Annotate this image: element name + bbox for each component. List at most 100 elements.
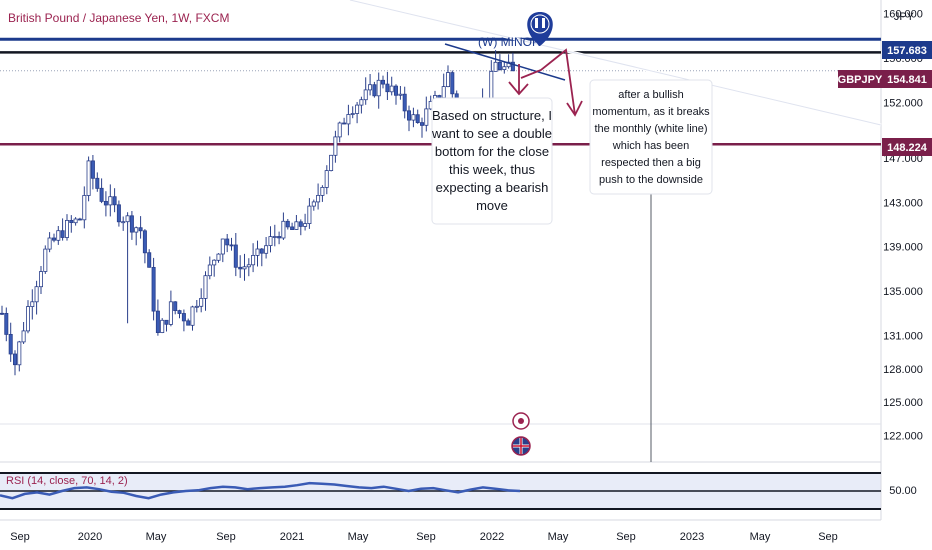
time-tick-label: 2022	[480, 531, 504, 543]
candle-body	[281, 220, 286, 239]
candle-body	[285, 220, 290, 228]
candle-body	[160, 319, 165, 333]
candle-body	[411, 114, 416, 121]
candle-body	[307, 205, 312, 225]
note-right-line: respected then a big	[601, 157, 701, 169]
pattern-label: (W) MINOR	[478, 35, 541, 49]
time-tick-label: 2023	[680, 531, 704, 543]
candle-body	[86, 160, 91, 196]
candle-body	[367, 84, 372, 91]
pattern-line[interactable]	[444, 43, 566, 81]
candle-body	[129, 215, 134, 233]
candle-body	[190, 306, 195, 326]
maroon-level-price: 148.224	[887, 142, 928, 154]
time-axis-ticks: Sep 2020 May Sep 2021 May Sep 2022 May Sep 2023 May…	[10, 531, 838, 543]
candle-body	[363, 89, 368, 101]
time-tick-label: Sep	[818, 531, 838, 543]
candle-body	[246, 264, 251, 268]
blue-level-price: 157.683	[887, 45, 927, 57]
time-tick-label: Sep	[216, 531, 236, 543]
candle-body	[424, 108, 429, 126]
projected-path[interactable]	[520, 48, 576, 116]
rsi-label[interactable]: RSI (14, close, 70, 14, 2)	[6, 475, 128, 487]
candle-body	[406, 110, 411, 121]
time-tick-label: Sep	[10, 531, 30, 543]
candle-body	[290, 226, 295, 230]
candle-body	[225, 238, 230, 246]
map-pin-icon[interactable]	[527, 12, 553, 46]
note-left-line: this week, thus	[449, 162, 535, 177]
symbol-label: GBPJPY	[838, 74, 883, 86]
candle-body	[142, 230, 147, 254]
candle-body	[220, 238, 225, 255]
candle-body	[324, 170, 329, 188]
candle-body	[82, 195, 87, 221]
candle-body	[355, 104, 360, 114]
time-tick-label: May	[750, 531, 771, 543]
candle-body	[502, 66, 507, 70]
candle-body	[359, 99, 364, 106]
candle-body	[316, 194, 321, 203]
price-tick-label: 152.000	[883, 97, 923, 109]
candle-body	[389, 85, 394, 93]
uk-flag-icon[interactable]	[511, 436, 531, 456]
chart-title[interactable]: British Pound / Japanese Yen, 1W, FXCM	[8, 11, 229, 25]
candle-body	[34, 286, 39, 303]
candle-body	[177, 310, 182, 314]
candle-body	[233, 244, 238, 268]
candle-body	[298, 221, 303, 227]
note-left-line: move	[476, 198, 508, 213]
candle-body	[0, 312, 5, 315]
candle-body	[4, 312, 9, 335]
price-tick-label: 125.000	[883, 397, 923, 409]
candle-body	[199, 297, 204, 307]
candle-body	[242, 266, 247, 270]
candle-body	[203, 275, 208, 299]
price-tick-label: 139.000	[883, 242, 923, 254]
candle-body	[8, 333, 13, 355]
price-tick-label: 160.000	[883, 9, 923, 21]
candle-body	[437, 95, 442, 99]
candle-body	[385, 83, 390, 93]
price-tick-label: 131.000	[883, 330, 923, 342]
note-left-line: bottom for the close	[435, 144, 549, 159]
price-tick-label: 135.000	[883, 286, 923, 298]
price-tick-label: 122.000	[883, 430, 923, 442]
note-left[interactable]: Based on structure, I want to see a doub…	[431, 97, 553, 225]
candle-body	[65, 219, 70, 238]
candle-body	[134, 227, 139, 233]
candle-body	[259, 248, 264, 254]
candle-body	[419, 122, 424, 126]
candle-body	[303, 223, 308, 227]
blue-level-tag: 157.683	[882, 41, 932, 59]
candle-body	[380, 79, 385, 85]
price-axis-ticks: 160.000156.000152.000147.000143.000139.0…	[883, 9, 923, 443]
candle-body	[320, 186, 325, 196]
note-right-line: after a bullish	[618, 89, 683, 101]
candle-body	[333, 136, 338, 156]
candle-body	[415, 114, 420, 123]
candle-body	[99, 187, 104, 202]
note-left-line: Based on structure, I	[432, 108, 552, 123]
candle-body	[30, 301, 35, 307]
monthly-trend-line-edge	[349, 0, 882, 126]
rsi-level-label: 50.00	[889, 485, 917, 497]
candle-body	[21, 330, 26, 343]
candle-body	[212, 259, 217, 266]
candle-body	[25, 306, 30, 332]
time-tick-label: Sep	[416, 531, 436, 543]
note-right[interactable]: after a bullish momentum, as it breaks t…	[589, 79, 713, 195]
candle-body	[125, 215, 130, 223]
price-tick-label: 143.000	[883, 197, 923, 209]
candle-body	[103, 200, 108, 206]
time-tick-label: 2020	[78, 531, 102, 543]
event-marker-icon[interactable]	[512, 412, 530, 430]
time-tick-label: Sep	[616, 531, 636, 543]
candle-body	[56, 230, 61, 241]
maroon-level-tag: 148.224	[882, 138, 932, 156]
candle-body	[342, 122, 347, 125]
candle-body	[121, 221, 126, 224]
candle-body	[52, 237, 57, 241]
candle-body	[255, 248, 260, 256]
